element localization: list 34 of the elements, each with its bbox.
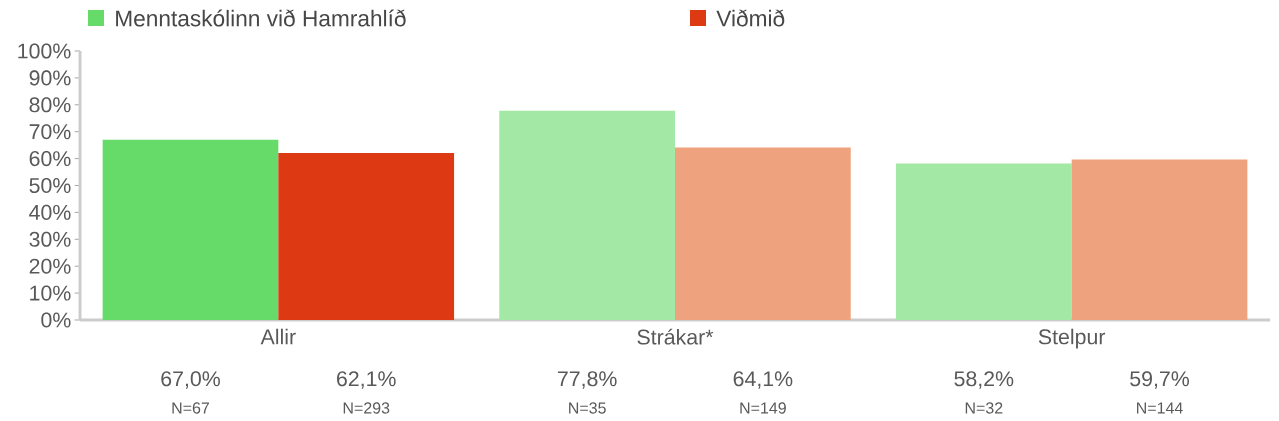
- y-tick-label: 40%: [29, 204, 71, 220]
- y-tick-label: 100%: [18, 43, 71, 59]
- text: N=35: [569, 402, 606, 414]
- bar: [1071, 159, 1248, 320]
- legend-label: Viðmið: [716, 9, 785, 27]
- data-label: 67,0%: [161, 371, 220, 389]
- bar: [675, 147, 851, 320]
- x-tick-label: Allir: [260, 328, 296, 345]
- bar: [102, 139, 279, 320]
- data-label: 59,7%: [1130, 371, 1189, 389]
- text: N=32: [965, 402, 1003, 414]
- x-tick-label: Stelpur: [1038, 328, 1106, 349]
- data-label: 58,2%: [954, 371, 1014, 389]
- text: N=67: [172, 402, 210, 414]
- bar: [895, 163, 1072, 320]
- x-tick-label: Strákar*: [637, 328, 714, 345]
- y-tick-label: 70%: [29, 124, 71, 140]
- y-tick-label: 20%: [29, 258, 71, 274]
- y-tick-label: 0%: [41, 312, 71, 328]
- y-tick-label: 50%: [29, 177, 71, 194]
- data-label: 64,1%: [733, 371, 793, 389]
- y-tick-label: 80%: [29, 97, 71, 113]
- text: N=144: [1137, 402, 1183, 414]
- legend-label: Menntaskólinn við Hamrahlíð: [116, 9, 406, 27]
- y-tick-label: 30%: [29, 231, 71, 247]
- y-tick-label: 90%: [29, 70, 71, 86]
- y-tick-label: 60%: [29, 151, 71, 167]
- y-tick-label: 10%: [30, 285, 71, 301]
- text: N=293: [343, 402, 390, 414]
- data-label: 77,8%: [557, 371, 617, 389]
- bar: [499, 110, 675, 320]
- bar: [278, 152, 455, 320]
- text: N=149: [740, 402, 786, 414]
- data-label: 62,1%: [337, 371, 396, 389]
